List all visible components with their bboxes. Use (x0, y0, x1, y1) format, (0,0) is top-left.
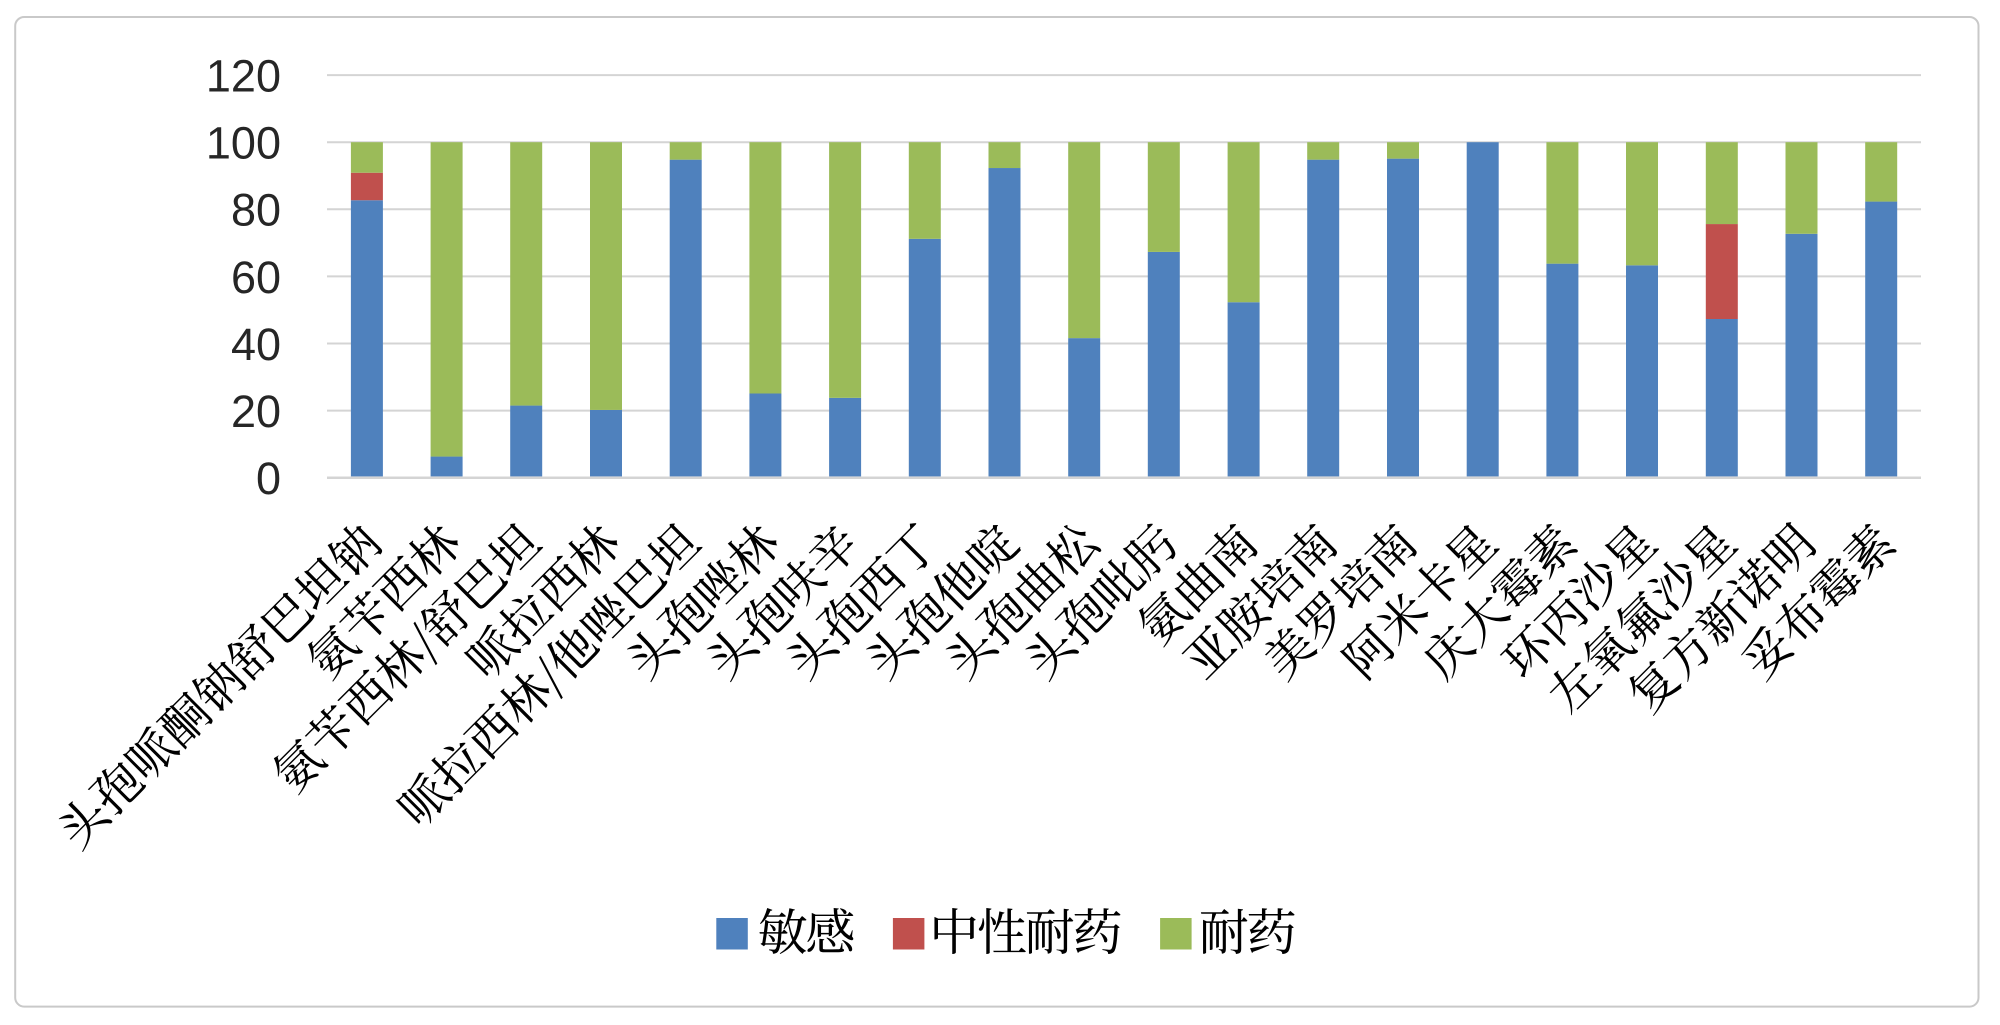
svg-text:120: 120 (206, 51, 281, 102)
svg-text:100: 100 (206, 118, 281, 169)
svg-text:60: 60 (231, 252, 281, 303)
svg-text:0: 0 (256, 453, 281, 504)
svg-text:80: 80 (231, 185, 281, 236)
svg-text:20: 20 (231, 386, 281, 437)
svg-text:40: 40 (231, 319, 281, 370)
